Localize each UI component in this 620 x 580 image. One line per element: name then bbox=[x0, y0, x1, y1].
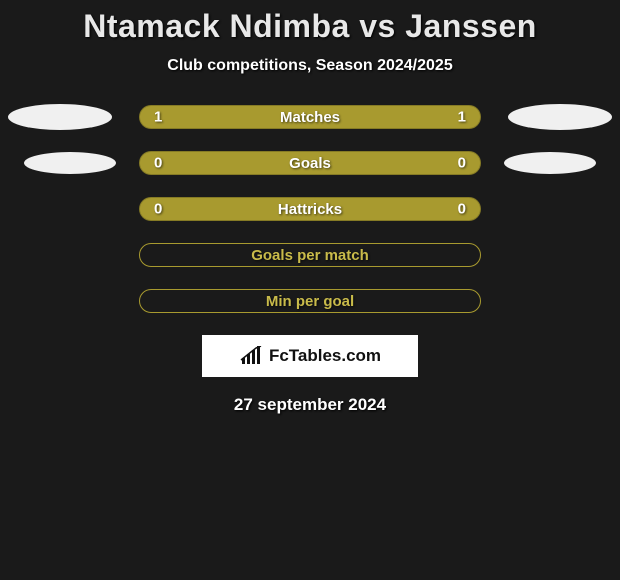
branding-box: FcTables.com bbox=[202, 335, 418, 377]
stat-label: Matches bbox=[280, 109, 340, 126]
stat-bar: 0 Goals 0 bbox=[139, 151, 481, 175]
player-ellipse-left bbox=[24, 152, 116, 174]
chart-icon bbox=[239, 346, 265, 366]
page-title: Ntamack Ndimba vs Janssen bbox=[0, 8, 620, 45]
stat-value-left: 0 bbox=[154, 155, 162, 172]
stat-row: 1 Matches 1 bbox=[0, 105, 620, 129]
stat-value-right: 0 bbox=[458, 155, 466, 172]
player-ellipse-right bbox=[504, 152, 596, 174]
stat-value-right: 1 bbox=[458, 109, 466, 126]
stat-value-left: 1 bbox=[154, 109, 162, 126]
stat-row: 0 Hattricks 0 bbox=[0, 197, 620, 221]
stat-label: Goals bbox=[289, 155, 331, 172]
stat-row: Min per goal bbox=[0, 289, 620, 313]
stat-label: Hattricks bbox=[278, 201, 342, 218]
comparison-card: Ntamack Ndimba vs Janssen Club competiti… bbox=[0, 0, 620, 415]
stat-rows: 1 Matches 1 0 Goals 0 0 Hattricks 0 Goals per mat… bbox=[0, 105, 620, 313]
date-label: 27 september 2024 bbox=[0, 395, 620, 415]
player-ellipse-left bbox=[8, 104, 112, 130]
stat-row: 0 Goals 0 bbox=[0, 151, 620, 175]
subtitle: Club competitions, Season 2024/2025 bbox=[0, 57, 620, 75]
stat-label: Goals per match bbox=[251, 247, 369, 264]
stat-value-right: 0 bbox=[458, 201, 466, 218]
stat-value-left: 0 bbox=[154, 201, 162, 218]
player-ellipse-right bbox=[508, 104, 612, 130]
branding-text: FcTables.com bbox=[269, 346, 381, 366]
stat-bar: 0 Hattricks 0 bbox=[139, 197, 481, 221]
stat-label: Min per goal bbox=[266, 293, 354, 310]
stat-bar: 1 Matches 1 bbox=[139, 105, 481, 129]
stat-bar: Goals per match bbox=[139, 243, 481, 267]
stat-row: Goals per match bbox=[0, 243, 620, 267]
stat-bar: Min per goal bbox=[139, 289, 481, 313]
